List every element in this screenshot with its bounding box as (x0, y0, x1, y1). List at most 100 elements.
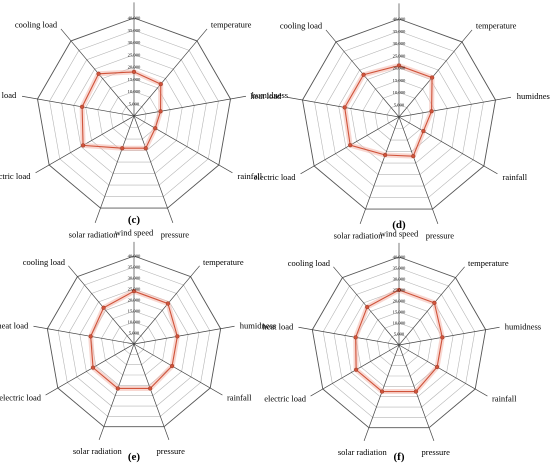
axis-label: heat load (250, 91, 282, 101)
axis-label: electric load (254, 172, 297, 182)
tick-label: 15,000 (128, 309, 141, 315)
data-point (165, 301, 171, 306)
panel-label: (d) (392, 219, 406, 231)
axis-label: temperature (476, 20, 517, 30)
data-point (170, 363, 175, 369)
data-point (383, 152, 388, 158)
data-point (175, 334, 180, 339)
tick-label: 25,000 (128, 52, 141, 58)
axis-spoke (133, 115, 174, 223)
axis-label: humidness (252, 90, 288, 100)
axis-label: rainfall (492, 394, 517, 404)
grid-ring (338, 55, 460, 175)
data-point (421, 128, 426, 134)
grid-ring (61, 42, 207, 186)
data-point (153, 126, 158, 131)
axis-label: heat load (0, 90, 17, 100)
axis-labels: wind speed temperature humidness rainfall pr… (0, 228, 276, 456)
radius-tick-labels: 5,000 10,000 15,000 20,000 25,000 30,000 35,00… (128, 254, 141, 337)
grid-ring (121, 103, 147, 128)
tick-label: 5,000 (129, 101, 140, 107)
radar-series (88, 288, 180, 391)
grid-ring (374, 92, 424, 141)
data-point (148, 386, 153, 391)
axis-spoke (298, 326, 400, 346)
axis-label: wind speed (115, 228, 154, 238)
grid-ring (314, 30, 484, 198)
axis-spoke (21, 95, 135, 117)
data-point (158, 81, 163, 87)
data-point (429, 75, 435, 80)
data-point (131, 289, 137, 294)
grid-ring (101, 310, 167, 376)
data-point (413, 389, 419, 394)
tick-label: 10,000 (128, 89, 141, 95)
grid-ring (362, 79, 436, 152)
tick-label: 5,000 (394, 102, 405, 108)
data-point (429, 109, 434, 114)
grid-ring (85, 66, 183, 163)
grid-ring (46, 255, 222, 428)
radius-tick-labels: 5,000 10,000 15,000 20,000 25,000 30,000 35,00… (128, 16, 141, 108)
axis-label: pressure (422, 447, 451, 457)
axis-label: heat load (262, 321, 294, 331)
tick-label: 25,000 (128, 287, 141, 293)
data-point (158, 109, 163, 114)
series-line (355, 289, 443, 393)
grid-ring (311, 256, 487, 429)
tick-label: 35,000 (393, 29, 406, 35)
axis-label: temperature (211, 19, 252, 29)
axis-spoke (398, 326, 500, 346)
axis-label: wind speed (380, 229, 419, 239)
grid-ring (322, 267, 476, 418)
axis-spoke (133, 343, 170, 441)
series-line (344, 64, 433, 157)
radar-chart-d: 5,000 10,000 15,000 20,000 25,000 30,000 35,00… (250, 3, 550, 240)
axis-spoke (398, 29, 473, 118)
axis-spoke (133, 28, 208, 117)
axis-label: humidness (517, 91, 550, 101)
axis-spoke (133, 115, 233, 174)
data-point (411, 154, 416, 159)
data-point (396, 63, 402, 68)
data-point (365, 304, 370, 310)
axis-label: cooling load (288, 258, 331, 268)
grid-ring (112, 321, 156, 365)
data-point (396, 287, 402, 293)
axis-label: solar radiation (334, 230, 384, 240)
axis-label: temperature (468, 258, 509, 268)
tick-label: 10,000 (393, 321, 406, 327)
radius-tick-labels: 5,000 10,000 15,000 20,000 25,000 30,000 35,00… (393, 255, 406, 338)
axis-spoke (68, 265, 135, 345)
data-point (120, 146, 125, 151)
axis-label: solar radiation (73, 446, 123, 456)
tick-label: 40,000 (393, 255, 406, 261)
axis-label: humidness (240, 320, 276, 330)
radar-chart-c: 5,000 10,000 15,000 20,000 25,000 30,000 35,00… (0, 2, 288, 239)
grid-ring (122, 332, 146, 355)
data-point (96, 71, 101, 76)
tick-label: 5,000 (129, 331, 140, 337)
tick-label: 30,000 (393, 41, 406, 47)
tick-label: 5,000 (394, 332, 405, 338)
axis-spoke (45, 343, 135, 396)
tick-label: 30,000 (128, 40, 141, 46)
grid-ring (350, 67, 448, 164)
grid-ring (49, 29, 219, 197)
data-point (88, 334, 93, 339)
tick-label: 35,000 (128, 28, 141, 34)
tick-label: 40,000 (393, 17, 406, 23)
tick-label: 30,000 (393, 277, 406, 283)
data-point (354, 367, 359, 372)
axis-label: rainfall (503, 172, 528, 182)
axis-spoke (398, 266, 465, 346)
radius-tick-labels: 5,000 10,000 15,000 20,000 25,000 30,000 35,00… (393, 17, 406, 109)
axis-label: pressure (161, 229, 190, 239)
radar-series (79, 69, 164, 151)
radar-chart-e: 5,000 10,000 15,000 20,000 25,000 30,000 35,00… (0, 228, 276, 463)
axis-spoke (133, 343, 223, 396)
data-point (143, 146, 148, 151)
grid-ring (386, 104, 412, 129)
data-point (361, 72, 366, 77)
